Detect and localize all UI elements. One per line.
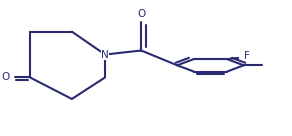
Text: O: O: [137, 9, 145, 19]
Text: O: O: [1, 72, 10, 82]
Text: N: N: [101, 50, 109, 60]
Text: F: F: [244, 51, 250, 61]
